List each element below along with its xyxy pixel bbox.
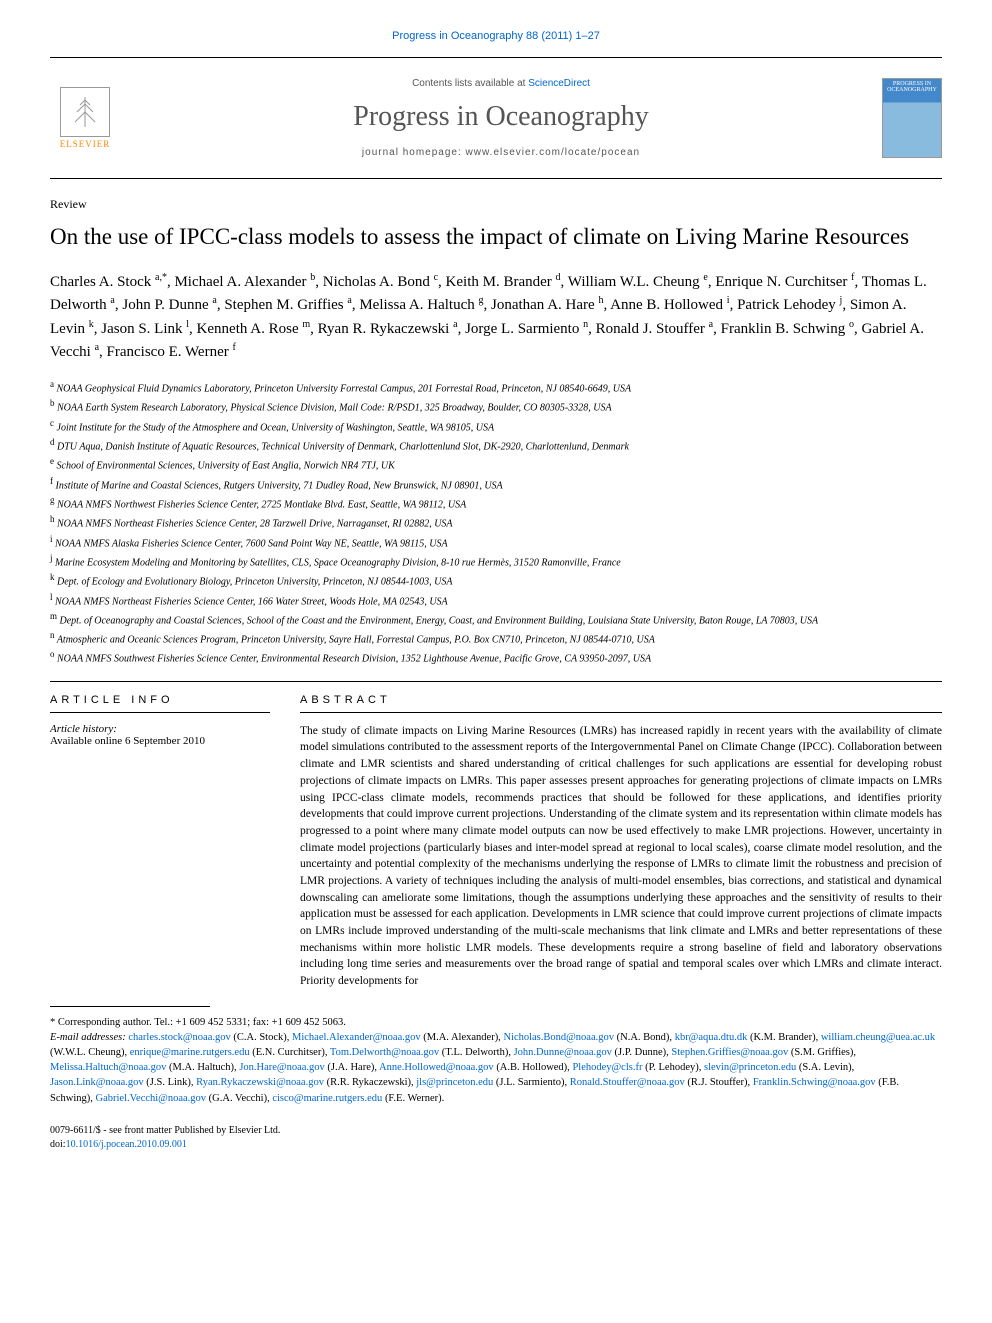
affiliation-item: h NOAA NMFS Northeast Fisheries Science …: [50, 513, 942, 531]
emails-list: charles.stock@noaa.gov (C.A. Stock), Mic…: [50, 1032, 935, 1104]
homepage-prefix: journal homepage:: [362, 147, 466, 158]
affiliation-item: e School of Environmental Sciences, Univ…: [50, 455, 942, 473]
affiliation-item: i NOAA NMFS Alaska Fisheries Science Cen…: [50, 533, 942, 551]
affiliation-item: j Marine Ecosystem Modeling and Monitori…: [50, 552, 942, 570]
copyright-block: 0079-6611/$ - see front matter Published…: [50, 1124, 942, 1152]
doi-link[interactable]: 10.1016/j.pocean.2010.09.001: [66, 1139, 187, 1150]
divider-top: [50, 57, 942, 58]
email-addresses: E-mail addresses: charles.stock@noaa.gov…: [50, 1030, 942, 1106]
abstract-block: ABSTRACT The study of climate impacts on…: [300, 694, 942, 990]
elsevier-logo[interactable]: ELSEVIER: [50, 78, 120, 158]
divider-header-bottom: [50, 178, 942, 179]
affiliation-item: d DTU Aqua, Danish Institute of Aquatic …: [50, 436, 942, 454]
contents-prefix: Contents lists available at: [412, 78, 528, 89]
article-info-block: ARTICLE INFO Article history: Available …: [50, 694, 270, 990]
affiliations-list: a NOAA Geophysical Fluid Dynamics Labora…: [50, 378, 942, 667]
article-title: On the use of IPCC-class models to asses…: [50, 222, 942, 252]
affiliation-item: f Institute of Marine and Coastal Scienc…: [50, 475, 942, 493]
divider-before-abstract: [50, 681, 942, 682]
affiliation-item: n Atmospheric and Oceanic Sciences Progr…: [50, 629, 942, 647]
copyright-line: 0079-6611/$ - see front matter Published…: [50, 1124, 942, 1138]
affiliation-item: g NOAA NMFS Northwest Fisheries Science …: [50, 494, 942, 512]
article-history-text: Available online 6 September 2010: [50, 735, 270, 747]
article-history-label: Article history:: [50, 723, 270, 735]
affiliation-item: o NOAA NMFS Southwest Fisheries Science …: [50, 648, 942, 666]
affiliation-item: b NOAA Earth System Research Laboratory,…: [50, 397, 942, 415]
footnote-separator: [50, 1006, 210, 1007]
journal-name: Progress in Oceanography: [120, 101, 882, 133]
affiliation-item: k Dept. of Ecology and Evolutionary Biol…: [50, 571, 942, 589]
homepage-line: journal homepage: www.elsevier.com/locat…: [120, 147, 882, 158]
journal-citation[interactable]: Progress in Oceanography 88 (2011) 1–27: [50, 30, 942, 42]
authors-list: Charles A. Stock a,*, Michael A. Alexand…: [50, 270, 942, 364]
header-center: Contents lists available at ScienceDirec…: [120, 78, 882, 158]
affiliation-item: l NOAA NMFS Northeast Fisheries Science …: [50, 591, 942, 609]
elsevier-tree-icon: [60, 87, 110, 137]
affiliation-item: a NOAA Geophysical Fluid Dynamics Labora…: [50, 378, 942, 396]
article-type: Review: [50, 197, 942, 212]
elsevier-label: ELSEVIER: [60, 139, 111, 149]
abstract-heading: ABSTRACT: [300, 694, 942, 713]
journal-header-bar: ELSEVIER Contents lists available at Sci…: [50, 70, 942, 166]
affiliation-item: c Joint Institute for the Study of the A…: [50, 417, 942, 435]
article-info-heading: ARTICLE INFO: [50, 694, 270, 713]
corresponding-label: * Corresponding author. Tel.: +1 609 452…: [50, 1015, 942, 1030]
homepage-url[interactable]: www.elsevier.com/locate/pocean: [466, 147, 641, 158]
doi-line: doi:10.1016/j.pocean.2010.09.001: [50, 1138, 942, 1152]
corresponding-author-block: * Corresponding author. Tel.: +1 609 452…: [50, 1015, 942, 1106]
affiliation-item: m Dept. of Oceanography and Coastal Scie…: [50, 610, 942, 628]
abstract-text: The study of climate impacts on Living M…: [300, 723, 942, 990]
sciencedirect-link[interactable]: ScienceDirect: [528, 78, 590, 89]
info-abstract-row: ARTICLE INFO Article history: Available …: [50, 694, 942, 990]
doi-prefix: doi:: [50, 1139, 66, 1150]
journal-cover-thumbnail[interactable]: PROGRESS IN OCEANOGRAPHY: [882, 78, 942, 158]
email-label: E-mail addresses:: [50, 1032, 128, 1043]
contents-line: Contents lists available at ScienceDirec…: [120, 78, 882, 89]
